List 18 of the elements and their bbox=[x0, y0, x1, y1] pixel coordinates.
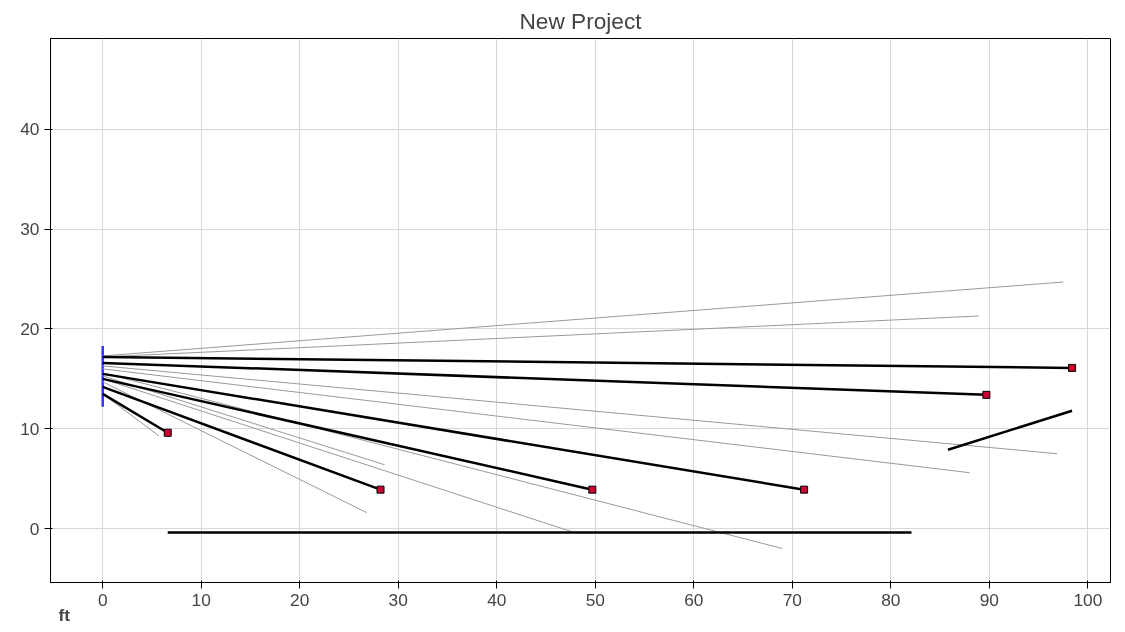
x-tick-label: 30 bbox=[388, 589, 408, 610]
y-tick-label: 30 bbox=[20, 219, 40, 240]
x-tick-label: 0 bbox=[97, 589, 108, 610]
x-tick-label: 40 bbox=[487, 589, 507, 610]
x-tick-label: 50 bbox=[585, 589, 605, 610]
x-tick-label: 90 bbox=[979, 589, 999, 610]
x-tick-label: 70 bbox=[782, 589, 802, 610]
y-tick-label: 40 bbox=[20, 119, 40, 140]
y-tick-label: 10 bbox=[20, 418, 40, 439]
x-tick-label: 80 bbox=[881, 589, 901, 610]
x-tick-label: 100 bbox=[1073, 589, 1103, 610]
x-tick-label: 60 bbox=[684, 589, 704, 610]
y-tick-label: 0 bbox=[29, 518, 40, 539]
x-axis-title: ft bbox=[58, 604, 71, 625]
x-tick-label: 10 bbox=[191, 589, 211, 610]
y-tick-label: 20 bbox=[20, 318, 40, 339]
x-tick-label: 20 bbox=[290, 589, 310, 610]
chart-title: New Project bbox=[519, 7, 643, 34]
